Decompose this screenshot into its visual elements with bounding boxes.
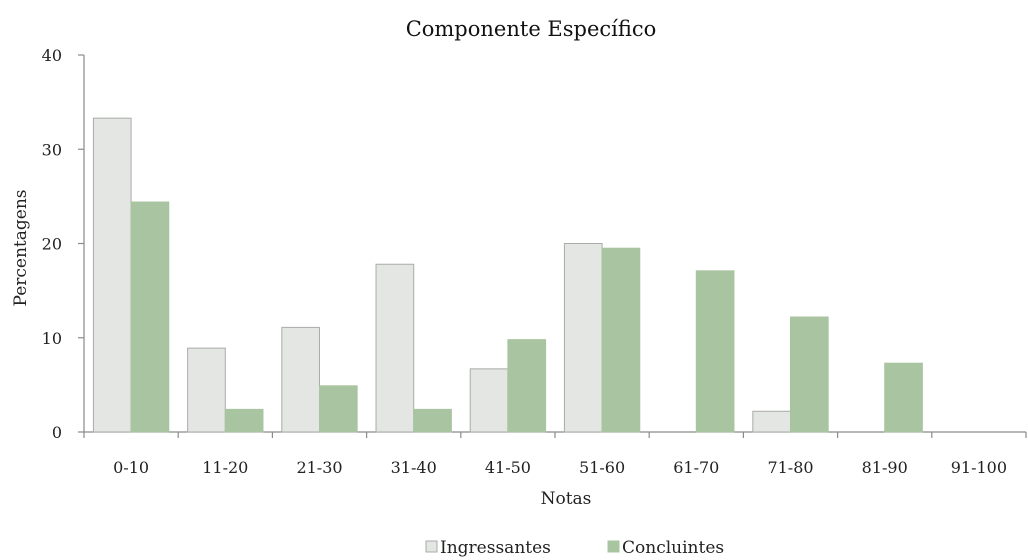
x-axis-ticks: 0-10 11-20 21-30 31-40 41-50 51-60 61-70 71-80 8…: [83, 432, 1027, 477]
x-tick-label: 61-70: [673, 458, 719, 477]
y-axis-label: Percentagens: [11, 190, 31, 307]
x-axis-label: Notas: [541, 489, 592, 509]
y-tick-label: 30: [42, 140, 62, 159]
bar-concluintes-21-30: [319, 385, 358, 433]
x-tick-label: 51-60: [579, 458, 625, 477]
x-tick-label: 31-40: [391, 458, 437, 477]
bar-concluintes-81-90: [884, 362, 923, 433]
x-tick-label: 81-90: [862, 458, 908, 477]
bar-ingressantes-41-50: [469, 368, 509, 433]
legend-label-ingressantes: Ingressantes: [440, 538, 551, 558]
bar-ingressantes-51-60: [563, 243, 603, 433]
bar-ingressantes-71-80: [752, 410, 792, 433]
bar-concluintes-0-10: [130, 201, 170, 433]
x-tick-label: 41-50: [485, 458, 531, 477]
y-axis-ticks: 0 10 20 30 40: [42, 46, 84, 442]
x-tick-label: 91-100: [951, 458, 1007, 477]
legend-swatch-ingressantes: [425, 540, 438, 553]
bar-concluintes-31-40: [413, 408, 452, 433]
bar-ingressantes-21-30: [281, 326, 321, 433]
chart-title: Componente Específico: [406, 17, 657, 41]
bar-concluintes-11-20: [224, 408, 264, 433]
x-tick-label: 0-10: [113, 458, 149, 477]
y-tick-label: 40: [42, 46, 62, 65]
x-tick-label: 11-20: [202, 458, 248, 477]
bar-ingressantes-0-10: [92, 117, 132, 433]
legend-swatch-concluintes: [607, 540, 620, 553]
bar-concluintes-51-60: [601, 247, 641, 433]
legend-label-concluintes: Concluintes: [622, 538, 724, 558]
x-tick-label: 71-80: [767, 458, 813, 477]
bar-ingressantes-11-20: [187, 347, 226, 433]
bar-concluintes-41-50: [507, 339, 547, 433]
y-tick-label: 10: [42, 329, 62, 348]
x-tick-label: 21-30: [296, 458, 342, 477]
bar-ingressantes-31-40: [375, 263, 415, 433]
legend: Ingressantes Concluintes: [425, 538, 724, 558]
y-tick-label: 20: [42, 235, 62, 254]
y-tick-label: 0: [52, 423, 62, 442]
bar-concluintes-61-70: [695, 270, 735, 433]
bars: [92, 117, 923, 433]
bar-concluintes-71-80: [790, 316, 829, 433]
